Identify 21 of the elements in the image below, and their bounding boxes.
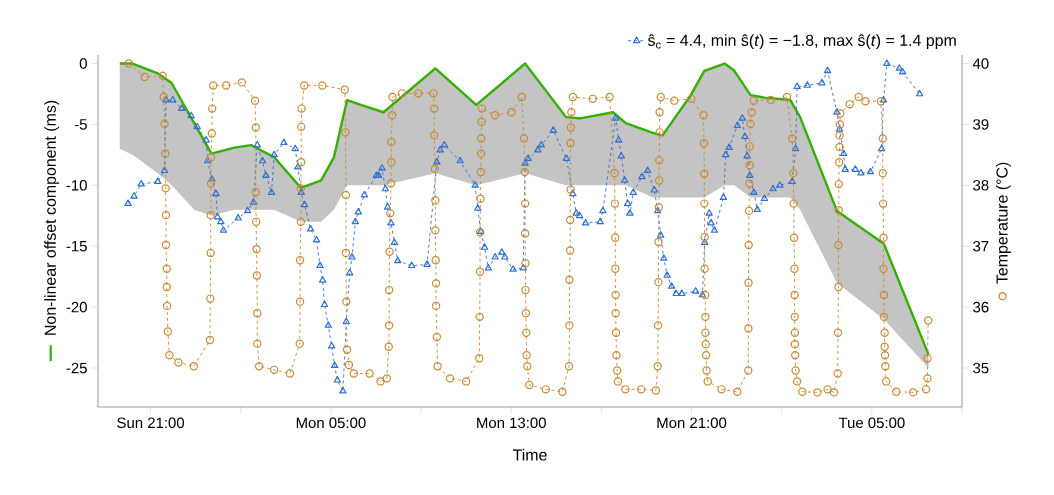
x-axis-title: Time [512,448,547,461]
x-tick-label: Tue 05:00 [838,417,905,429]
y2-tick-label: 39 [973,119,989,130]
y-tick-label: -10 [66,180,87,191]
y2-tick-label: 40 [972,58,989,69]
y2-tick-label: 35 [973,362,989,374]
y2-tick-label: 38 [973,180,989,191]
y-tick-label: -20 [66,301,87,313]
y-tick-label: -15 [66,241,87,252]
y-tick-label: -5 [74,119,87,130]
y-tick-label: 0 [79,58,87,69]
y-axis-title: Non-linear offset component (ms) [44,100,60,335]
x-tick-label: Mon 05:00 [296,417,366,429]
legend-label: ŝ$_{c}$ = 4.4, min ŝ(t) = −1.8, max ŝ(t) = 1.4 ppm [647,34,956,50]
y2-tick-label: 37 [973,240,989,252]
x-tick-label: Mon 21:00 [657,417,727,429]
x-tick-label: Mon 13:00 [477,417,546,429]
y2-axis-title: Temperature (°C) [995,162,1011,284]
y-tick-label: -25 [66,362,87,374]
x-tick-label: Sun 21:00 [117,417,185,429]
y2-tick-label: 36 [973,301,989,313]
